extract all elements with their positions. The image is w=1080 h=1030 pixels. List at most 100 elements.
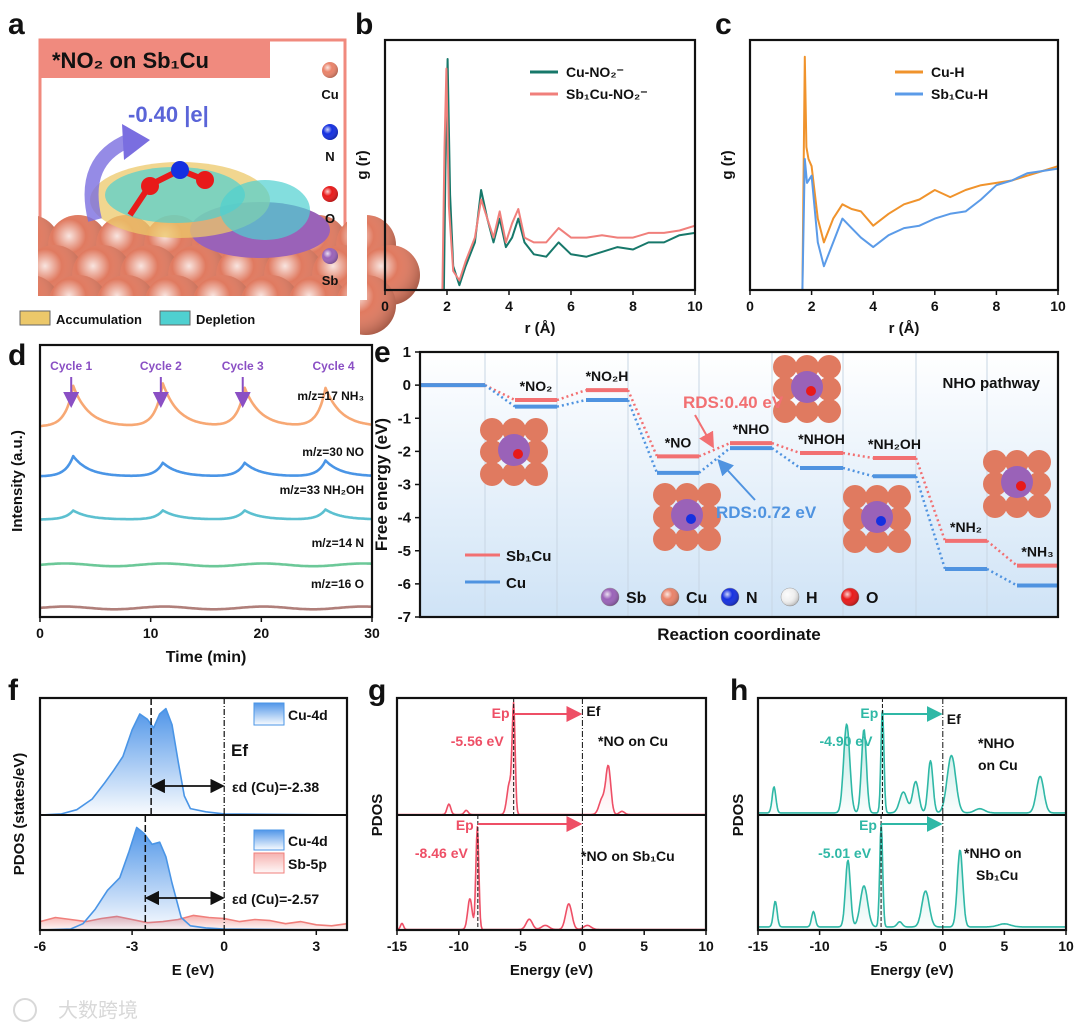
rds-arrow-cu (717, 459, 756, 501)
series-line-0 (750, 55, 1059, 291)
pdos-bottom (757, 823, 1066, 928)
ms-signal-line-1 (39, 454, 373, 478)
cu-atom (675, 527, 699, 551)
x-tick-label: 0 (36, 625, 44, 641)
rds-arrow-sb1cu (694, 414, 714, 449)
pdos-top-fill (397, 702, 706, 815)
intermediate-label: *NH₂ (950, 519, 982, 535)
cu-atom (795, 399, 819, 423)
fermi-label: Ef (231, 741, 248, 760)
x-axis-label: r (Å) (889, 320, 920, 337)
cu-atom (983, 472, 1007, 496)
rds-label-cu: RDS:0.72 eV (716, 503, 817, 522)
cu-atom (887, 485, 911, 509)
atom-label: Cu (321, 87, 338, 102)
pathway-label: NHO pathway (942, 375, 1040, 392)
panel-label-g: g (368, 674, 386, 707)
cu-atom (697, 483, 721, 507)
ep-value-label: -5.01 eV (818, 845, 872, 861)
watermark-logo-icon (13, 998, 37, 1022)
mask (0, 40, 38, 300)
x-tick-label: 3 (312, 938, 320, 954)
x-tick-label: -10 (809, 938, 829, 954)
ep-label: Ep (492, 705, 510, 721)
ms-signal-line-2 (39, 508, 373, 521)
panel-label-d: d (8, 339, 26, 372)
x-tick-label: 4 (869, 298, 877, 314)
x-tick-label: 4 (505, 298, 513, 314)
x-tick-label: 0 (939, 938, 947, 954)
x-tick-label: -15 (387, 938, 407, 954)
x-tick-label: 8 (629, 298, 637, 314)
energy-connector (842, 451, 874, 460)
ms-signal-line-0 (39, 382, 373, 428)
cu-atom (502, 462, 526, 486)
x-tick-label: 0 (220, 938, 228, 954)
cu-atom (524, 440, 548, 464)
cu-atom (1027, 472, 1051, 496)
cu-atom (887, 529, 911, 553)
atom-shade (661, 588, 679, 606)
plot-frame (383, 38, 697, 292)
x-tick-label: 10 (1058, 938, 1074, 954)
cu-atom (773, 377, 797, 401)
no2-bond (127, 166, 207, 217)
legend-swatch (159, 310, 191, 326)
y-tick-label: -1 (398, 410, 411, 427)
series-label: m/z=33 NH₂OH (280, 483, 364, 497)
legend-label: Cu-H (931, 64, 964, 80)
intermediate-label: *NHO (733, 421, 770, 437)
x-tick-label: 10 (1050, 298, 1066, 314)
adsorbate-structure-image (843, 485, 911, 553)
plot-background (420, 352, 1058, 617)
ep-value-label: -4.90 eV (819, 733, 873, 749)
atom-shade (601, 588, 619, 606)
energy-connector (842, 466, 874, 478)
arrow-head (122, 124, 150, 160)
atom-legend-label: O (866, 590, 878, 607)
energy-connector (698, 447, 731, 474)
energy-connector (626, 389, 659, 457)
x-tick-label: -6 (34, 938, 47, 954)
atom-legend-label: H (806, 590, 818, 607)
atom-label: N (325, 149, 334, 164)
cu-4d-top (39, 707, 348, 816)
sb-atom (1001, 466, 1033, 498)
panel-label-e: e (374, 336, 391, 369)
fermi-label: Ef (586, 703, 600, 719)
panel-label-f: f (8, 674, 19, 707)
y-axis-label: g (r) (719, 150, 736, 179)
adsorbate-structure-image (983, 450, 1051, 518)
series-label: m/z=14 N (312, 536, 364, 550)
plot-frame (756, 696, 1068, 932)
cu-atom (843, 529, 867, 553)
ms-signal-line-3 (39, 562, 373, 568)
cu-atom (887, 507, 911, 531)
cu-atom (653, 505, 677, 529)
x-axis-label: E (eV) (172, 962, 215, 979)
atom-label: O (325, 211, 335, 226)
energy-connector (986, 567, 1018, 587)
panel-a-structure-image (0, 38, 420, 336)
atom-legend-label: N (746, 590, 758, 607)
adsorbate-atom (876, 516, 886, 526)
legend-label: Depletion (196, 312, 255, 327)
cu-atom (983, 494, 1007, 518)
y-axis-label: g (r) (354, 150, 371, 179)
panel-label-c: c (715, 8, 732, 41)
legend-swatch (253, 829, 285, 851)
legend-swatch (19, 310, 51, 326)
cu-atom (524, 462, 548, 486)
y-tick-label: 0 (403, 377, 411, 394)
pdos-bottom-fill (758, 824, 1066, 930)
pdos-top-fill (758, 710, 1066, 815)
panel-label-b: b (355, 8, 373, 41)
x-tick-label: 6 (931, 298, 939, 314)
d-band-center-label: εd (Cu)=-2.57 (232, 891, 319, 907)
cu-atom (817, 355, 841, 379)
x-tick-label: -5 (514, 938, 527, 954)
cu-atom (697, 505, 721, 529)
ep-label: Ep (860, 705, 878, 721)
